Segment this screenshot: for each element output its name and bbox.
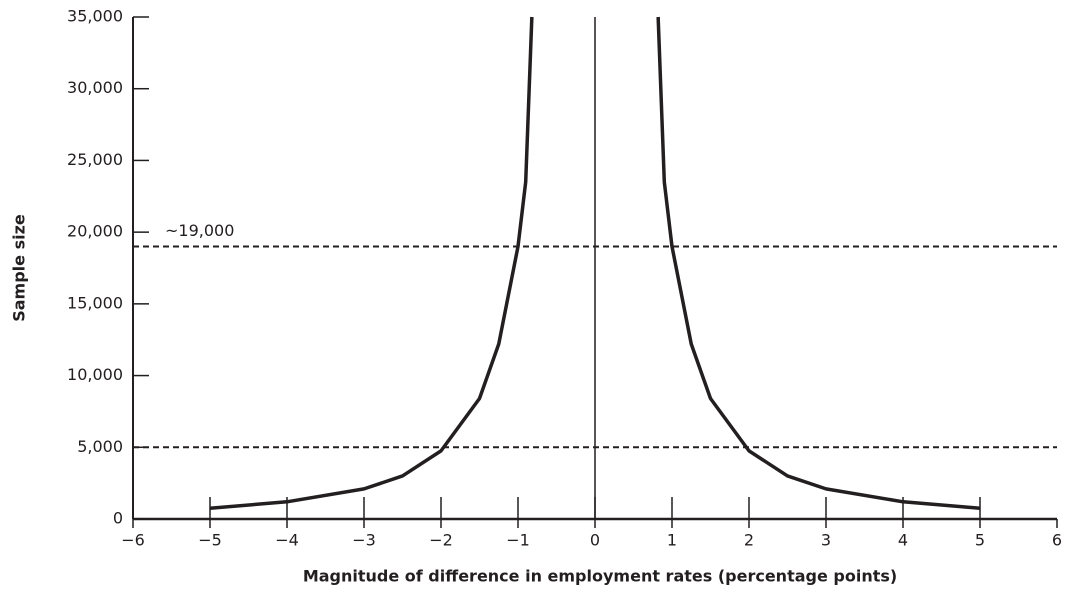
x-tick-label: 0 xyxy=(590,531,600,550)
x-tick-label: −3 xyxy=(352,531,376,550)
x-tick-label: −5 xyxy=(198,531,222,550)
y-tick-label: 20,000 xyxy=(67,222,123,241)
x-tick-label: 5 xyxy=(975,531,985,550)
x-tick-label: −6 xyxy=(121,531,145,550)
x-tick-label: −1 xyxy=(506,531,530,550)
x-axis-label: Magnitude of difference in employment ra… xyxy=(303,567,897,586)
line xyxy=(209,16,981,510)
x-tick-label: 3 xyxy=(821,531,831,550)
y-tick-label: 0 xyxy=(113,509,123,528)
y-axis-label: Sample size xyxy=(10,214,29,322)
x-tick-label: −4 xyxy=(275,531,299,550)
y-tick-label: 30,000 xyxy=(67,78,123,97)
y-tick-label: 15,000 xyxy=(67,293,123,312)
x-tick-label: 6 xyxy=(1052,531,1062,550)
y-tick-label: 35,000 xyxy=(67,7,123,26)
x-tick-label: 1 xyxy=(667,531,677,550)
y-tick-label: 10,000 xyxy=(67,365,123,384)
y-tick-label: 25,000 xyxy=(67,150,123,169)
annotation: ~19,000 xyxy=(165,221,234,240)
x-tick-label: 4 xyxy=(898,531,908,550)
y-tick-label: 5,000 xyxy=(77,437,123,456)
x-tick-label: 2 xyxy=(744,531,754,550)
x-tick-label: −2 xyxy=(429,531,453,550)
